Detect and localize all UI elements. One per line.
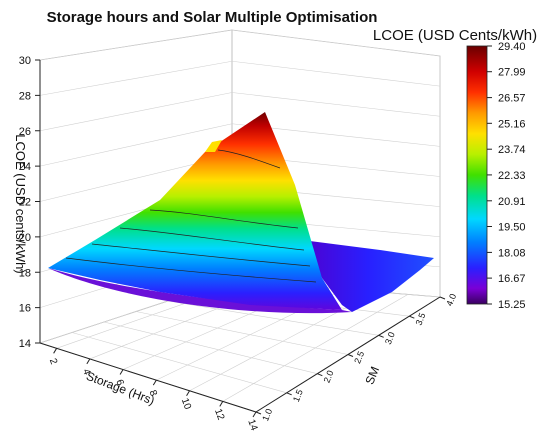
grid-line-y	[71, 332, 287, 394]
grid-line-y	[167, 300, 379, 336]
z-tick-label: 20	[19, 232, 31, 244]
surface-lobe-right	[302, 240, 434, 312]
x-tick	[86, 358, 91, 365]
z-tick-label: 22	[19, 197, 31, 209]
y-tick	[255, 411, 262, 415]
colorbar-tick-label: 25.16	[498, 118, 526, 130]
y-tick	[378, 334, 384, 338]
grid-line-z	[39, 92, 441, 132]
surface	[48, 112, 434, 314]
z-tick-label: 30	[19, 55, 31, 67]
colorbar-tick-label: 20.91	[498, 196, 526, 208]
grid-line-z	[39, 60, 441, 96]
colorbar-tick-label: 22.33	[498, 170, 526, 182]
x-tick	[219, 401, 224, 407]
x-tick	[252, 411, 257, 418]
y-tick-label: 3.5	[414, 311, 428, 326]
y-tick	[317, 373, 323, 377]
x-tick-label: 4	[80, 368, 92, 377]
y-tick-label: 1.5	[291, 388, 305, 403]
z-tick-label: 28	[19, 90, 31, 102]
surface-underside	[48, 268, 352, 314]
x-axis-line	[39, 342, 257, 413]
z-axis-label: LCOE (USD cents/kWh)	[13, 134, 28, 273]
colorbar-tick-label: 23.74	[498, 144, 526, 156]
colorbar-tick-label: 16.67	[498, 273, 526, 285]
grid-line-y	[135, 311, 349, 355]
colorbar-tick-label: 19.50	[498, 222, 526, 234]
colorbar-tick-label: 15.25	[498, 299, 526, 311]
surface-flap	[205, 140, 222, 152]
y-tick-label: 3.0	[383, 331, 397, 346]
y-tick-label: 1.0	[260, 407, 274, 422]
y-axis-label: SM	[362, 365, 382, 387]
z-tick-label: 26	[19, 126, 31, 138]
colorbar-tick-label: 29.40	[498, 41, 526, 53]
y-tick-label: 4.0	[444, 292, 458, 307]
chart-title: Storage hours and Solar Multiple Optimis…	[47, 9, 378, 26]
y-tick	[439, 296, 446, 300]
z-tick-label: 24	[19, 161, 31, 173]
x-tick-label: 14	[245, 418, 259, 433]
colorbar: LCOE (USD Cents/kWh) 29.40 27.99 26.57 25.1…	[373, 27, 537, 311]
x-tick	[152, 379, 157, 386]
x-tick-label: 2	[47, 357, 59, 366]
colorbar-tick-label: 18.08	[498, 247, 526, 259]
y-tick-label: 2.5	[352, 350, 366, 365]
colorbar-gradient	[466, 45, 488, 305]
z-tick-label: 14	[19, 338, 31, 350]
y-tick	[409, 315, 415, 319]
y-tick	[286, 392, 292, 396]
x-tick-label: 12	[212, 407, 226, 422]
y-tick-label: 2.0	[322, 369, 336, 384]
x-tick-label: 8	[147, 389, 159, 398]
x-tick-label: 10	[179, 397, 193, 412]
axis-ticks: 14161820222426283024681012141.01.52.02.5…	[19, 55, 458, 433]
colorbar-label: LCOE (USD Cents/kWh)	[373, 27, 537, 44]
x-tick	[53, 348, 58, 354]
y-tick	[347, 354, 354, 357]
z-tick-label: 18	[19, 267, 31, 279]
x-tick	[186, 390, 190, 397]
grid-line-z	[39, 123, 441, 167]
z-tick-label: 16	[19, 303, 31, 315]
x-tick	[119, 369, 124, 375]
x-tick-label: 6	[113, 378, 125, 387]
colorbar-tick-label: 27.99	[498, 67, 526, 79]
grid-line-z	[39, 29, 441, 61]
grid-line-y	[103, 321, 318, 374]
colorbar-tick-label: 26.57	[498, 93, 526, 105]
contour-lines	[65, 149, 317, 283]
surface-main-sheet	[48, 112, 342, 310]
